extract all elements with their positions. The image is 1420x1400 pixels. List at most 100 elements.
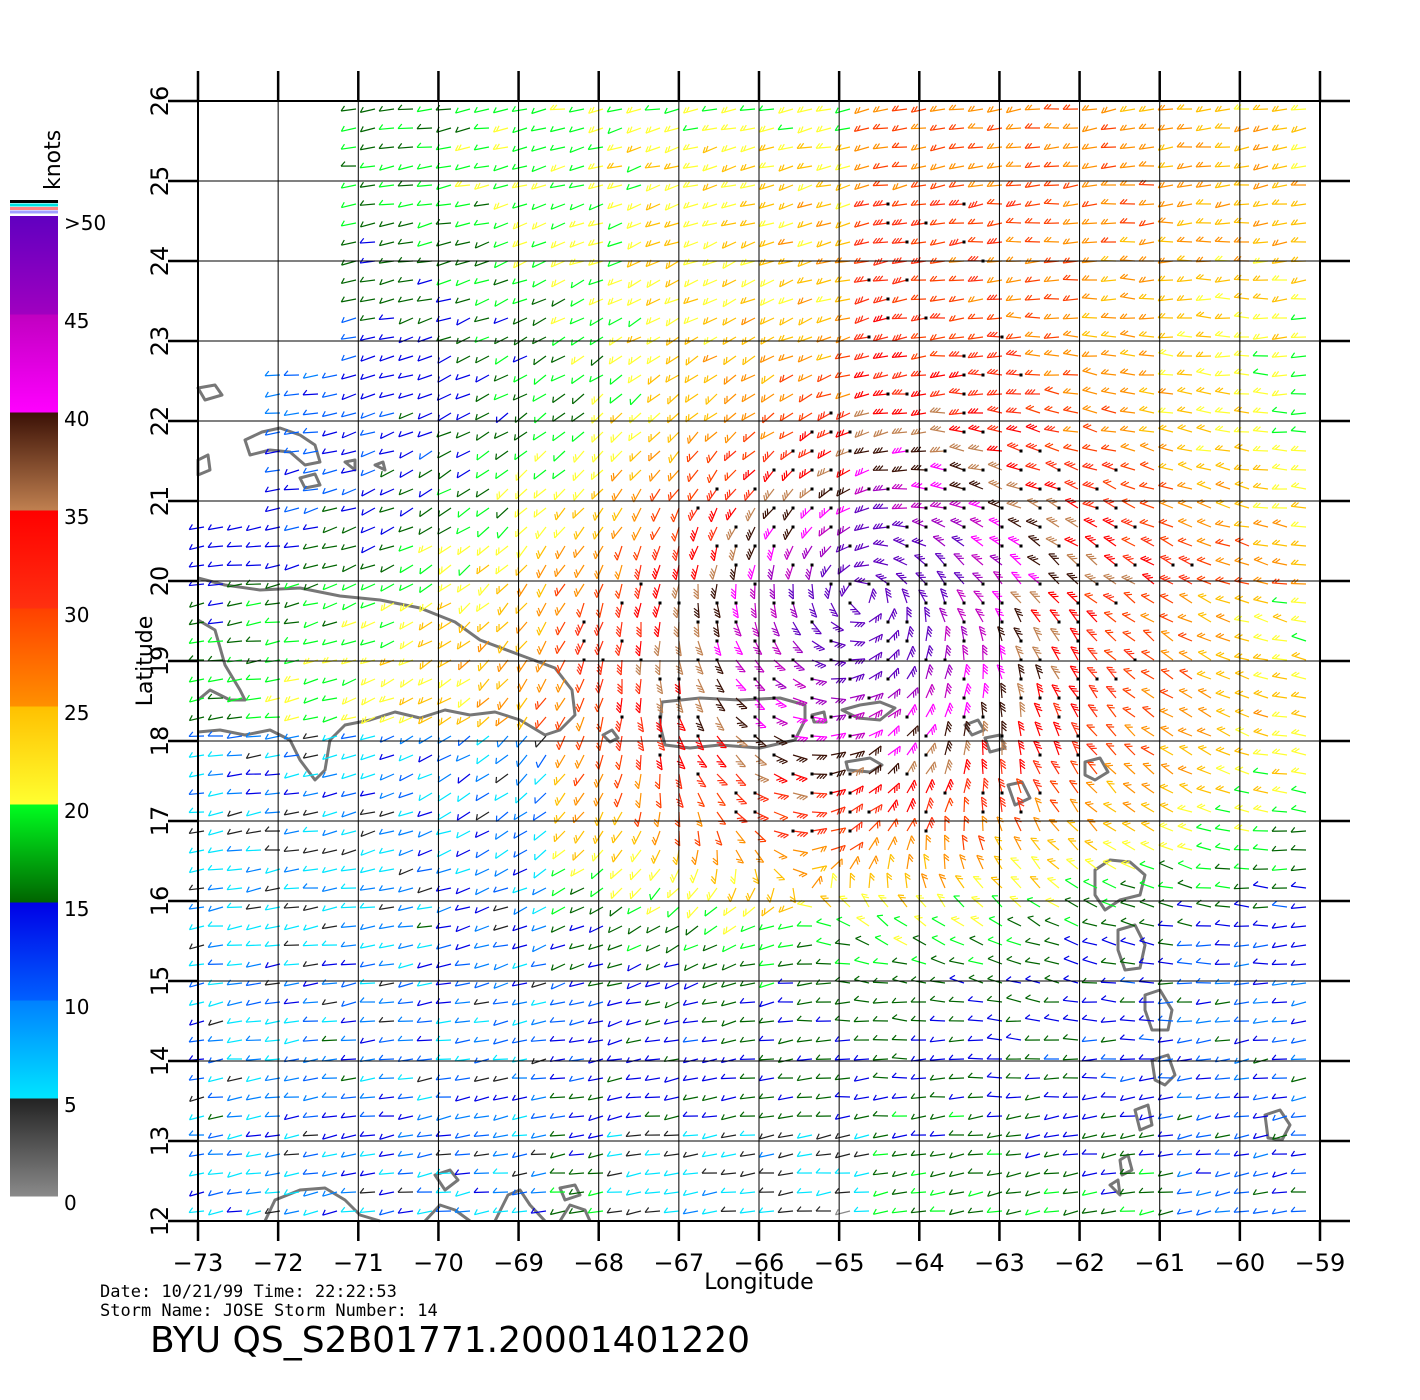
- wind-vector: [473, 144, 490, 151]
- wind-vector: [645, 298, 661, 307]
- wind-vector: [1195, 236, 1212, 243]
- wind-vector: [1195, 161, 1212, 168]
- wind-vector: [493, 202, 509, 210]
- wind-vector: [513, 260, 528, 269]
- wind-vector: [759, 317, 775, 325]
- wind-vector: [626, 106, 642, 114]
- wind-vector: [455, 279, 471, 287]
- legend-label: 0: [64, 1191, 77, 1215]
- wind-vector: [1005, 236, 1022, 243]
- wind-vector: [416, 123, 433, 130]
- wind-vector: [1176, 181, 1193, 188]
- wind-vector: [645, 202, 661, 211]
- wind-vector: [397, 201, 414, 208]
- wind-vector: [929, 124, 946, 131]
- wind-vector: [797, 126, 813, 134]
- wind-vector: [872, 143, 889, 150]
- wind-vector: [948, 199, 966, 206]
- wind-vector: [1271, 275, 1288, 281]
- wind-vector: [854, 144, 870, 152]
- wind-vector: [569, 146, 585, 154]
- wind-vector: [682, 143, 699, 151]
- wind-vector: [569, 164, 585, 172]
- wind-vector: [1043, 236, 1060, 243]
- wind-vector: [378, 240, 395, 247]
- wind-vector: [531, 298, 547, 305]
- wind-vector: [948, 162, 965, 170]
- wind-vector: [872, 275, 889, 282]
- wind-vector: [1119, 198, 1136, 205]
- wind-vector: [1081, 275, 1098, 281]
- wind-vector: [417, 278, 433, 285]
- wind-vector: [417, 317, 433, 325]
- legend-stripe: [10, 200, 58, 203]
- longitude-tick-label: −61: [1134, 1249, 1185, 1277]
- wind-vector: [759, 201, 775, 209]
- legend-label: 25: [64, 701, 89, 725]
- wind-vector: [1214, 161, 1231, 168]
- wind-vector: [1195, 273, 1212, 281]
- wind-vector: [720, 181, 737, 188]
- wind-vector: [967, 123, 984, 129]
- wind-vector: [455, 297, 471, 304]
- wind-vector: [1253, 182, 1269, 190]
- wind-vector: [1024, 181, 1041, 188]
- wind-vector: [1290, 277, 1307, 285]
- wind-vector: [1252, 104, 1269, 111]
- wind-vector: [626, 183, 642, 191]
- coastline-st-vincent: [1133, 1103, 1154, 1132]
- wind-vector: [1005, 123, 1022, 130]
- wind-vector: [1062, 104, 1079, 110]
- wind-vector: [1024, 142, 1041, 149]
- wind-vector: [646, 279, 661, 289]
- wind-vector: [512, 202, 528, 209]
- coastline-south-america: [263, 1186, 592, 1223]
- wind-vector: [493, 125, 509, 133]
- speed-legend: >50 45 40 35 30 25 20 15 10 5 0 knots: [10, 130, 106, 1215]
- wind-vector: [1101, 106, 1117, 114]
- wind-vector: [967, 236, 984, 243]
- wind-vector: [910, 143, 927, 151]
- wind-vector: [530, 125, 547, 132]
- wind-vector: [1252, 200, 1269, 208]
- wind-vector: [1062, 295, 1079, 302]
- longitude-tick-label: −64: [894, 1249, 945, 1277]
- longitude-tick-label: −60: [1215, 1249, 1266, 1277]
- wind-vector: [359, 200, 376, 206]
- wind-vector: [948, 104, 965, 111]
- wind-vector: [531, 260, 547, 268]
- wind-vector: [759, 279, 775, 288]
- wind-vector: [340, 125, 357, 132]
- wind-vector: [1271, 239, 1288, 247]
- wind-vector: [1081, 200, 1098, 208]
- wind-vector: [1024, 236, 1041, 243]
- wind-vector: [929, 182, 946, 190]
- wind-vector: [340, 277, 357, 285]
- wind-vector: [588, 106, 604, 114]
- wind-vector: [532, 317, 547, 327]
- wind-vector: [664, 183, 680, 192]
- wind-vector: [1043, 161, 1060, 168]
- longitude-tick-label: −72: [253, 1249, 304, 1277]
- wind-vector: [1138, 199, 1155, 206]
- legend-label: 35: [64, 505, 89, 529]
- wind-vector: [1290, 293, 1307, 300]
- wind-vector: [1043, 143, 1060, 151]
- wind-vector: [1253, 163, 1269, 171]
- wind-vector: [454, 239, 471, 246]
- wind-vector: [815, 105, 832, 112]
- wind-vector: [929, 295, 946, 302]
- wind-vector: [1119, 105, 1136, 113]
- wind-vector: [589, 317, 604, 327]
- wind-vector: [1271, 295, 1288, 303]
- latitude-tick-label: 12: [146, 1206, 174, 1237]
- legend-label: 5: [64, 1093, 77, 1117]
- wind-vector: [532, 279, 547, 288]
- wind-vector: [1291, 125, 1307, 133]
- wind-vector: [397, 276, 414, 283]
- wind-vector: [720, 219, 737, 227]
- wind-vector: [778, 106, 794, 114]
- wind-vector: [511, 278, 528, 285]
- wind-vector: [1176, 219, 1193, 227]
- wind-vector: [379, 164, 395, 171]
